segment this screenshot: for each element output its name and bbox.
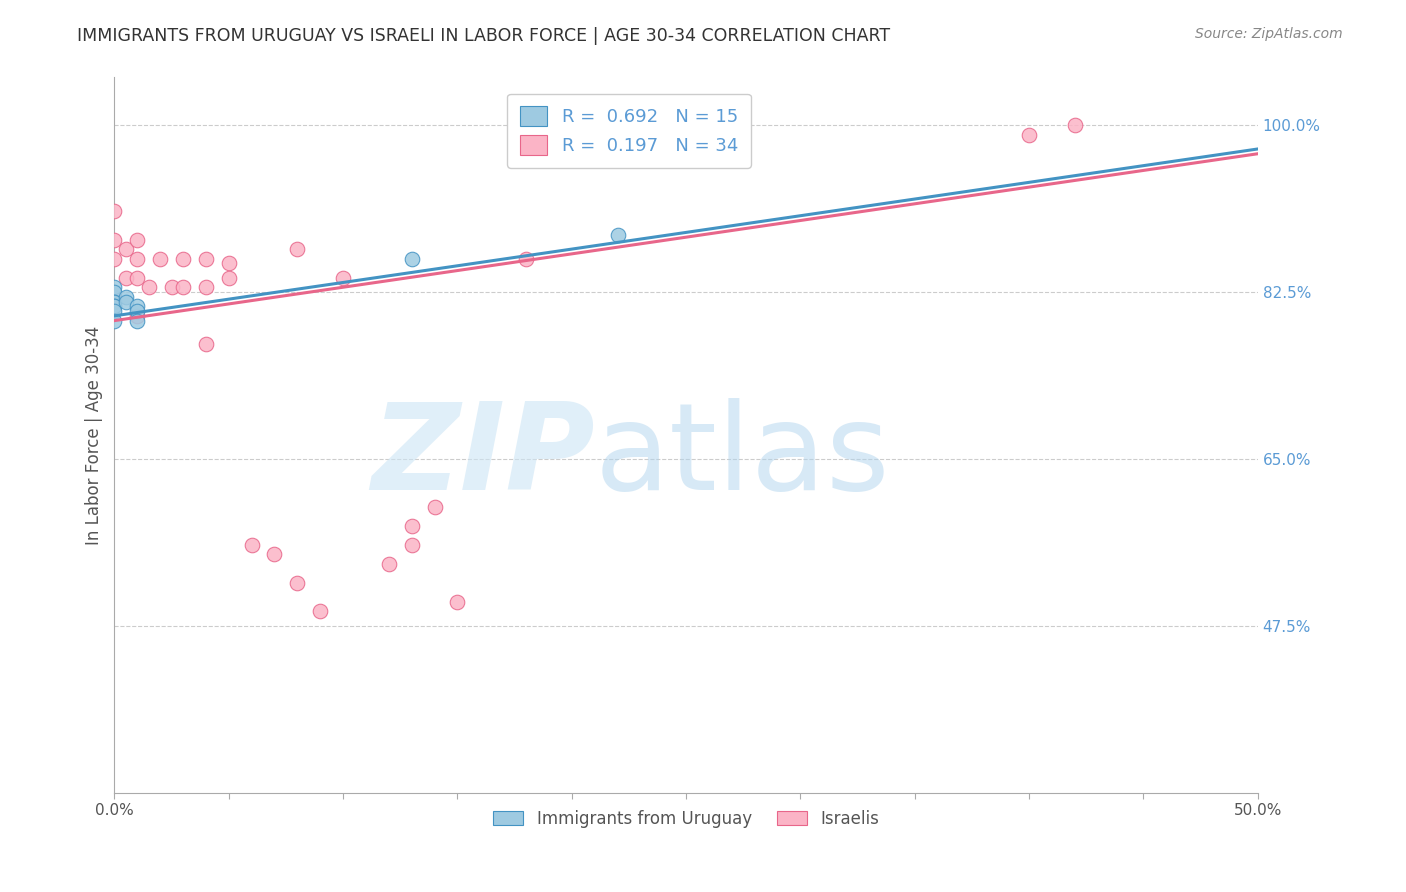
Point (103, 280, 125, 294)
Point (1018, 128, 1040, 142)
Point (103, 294, 125, 309)
Point (103, 294, 125, 309)
Text: atlas: atlas (595, 398, 890, 515)
Point (149, 252, 172, 266)
Point (194, 337, 217, 351)
Legend: Immigrants from Uruguay, Israelis: Immigrants from Uruguay, Israelis (486, 803, 886, 834)
Point (115, 290, 138, 304)
Text: ZIP: ZIP (371, 398, 595, 515)
Point (127, 233, 149, 247)
Text: Source: ZipAtlas.com: Source: ZipAtlas.com (1195, 27, 1343, 41)
Point (103, 285, 125, 299)
Point (401, 252, 423, 266)
Point (309, 605, 332, 619)
Point (194, 280, 217, 294)
Point (127, 313, 149, 327)
Point (401, 518, 423, 533)
Point (285, 575, 308, 590)
Point (285, 242, 308, 256)
Point (401, 538, 423, 552)
Point (194, 252, 217, 266)
Point (115, 242, 138, 256)
Point (160, 280, 183, 294)
Point (115, 270, 138, 285)
Point (172, 280, 194, 294)
Point (127, 304, 149, 318)
Point (263, 547, 285, 561)
Point (103, 252, 125, 266)
Point (127, 309, 149, 323)
Point (423, 500, 446, 514)
Point (103, 233, 125, 247)
Y-axis label: In Labor Force | Age 30-34: In Labor Force | Age 30-34 (86, 326, 103, 545)
Point (515, 252, 537, 266)
Point (218, 270, 240, 285)
Point (103, 313, 125, 327)
Point (103, 290, 125, 304)
Point (127, 299, 149, 313)
Text: IMMIGRANTS FROM URUGUAY VS ISRAELI IN LABOR FORCE | AGE 30-34 CORRELATION CHART: IMMIGRANTS FROM URUGUAY VS ISRAELI IN LA… (77, 27, 890, 45)
Point (103, 299, 125, 313)
Point (172, 252, 194, 266)
Point (103, 299, 125, 313)
Point (606, 227, 628, 242)
Point (446, 595, 468, 609)
Point (218, 256, 240, 270)
Point (127, 252, 149, 266)
Point (1064, 118, 1087, 132)
Point (103, 304, 125, 318)
Point (115, 294, 138, 309)
Point (103, 203, 125, 218)
Point (127, 270, 149, 285)
Point (332, 270, 354, 285)
Point (378, 557, 401, 571)
Point (138, 280, 160, 294)
Point (240, 538, 263, 552)
